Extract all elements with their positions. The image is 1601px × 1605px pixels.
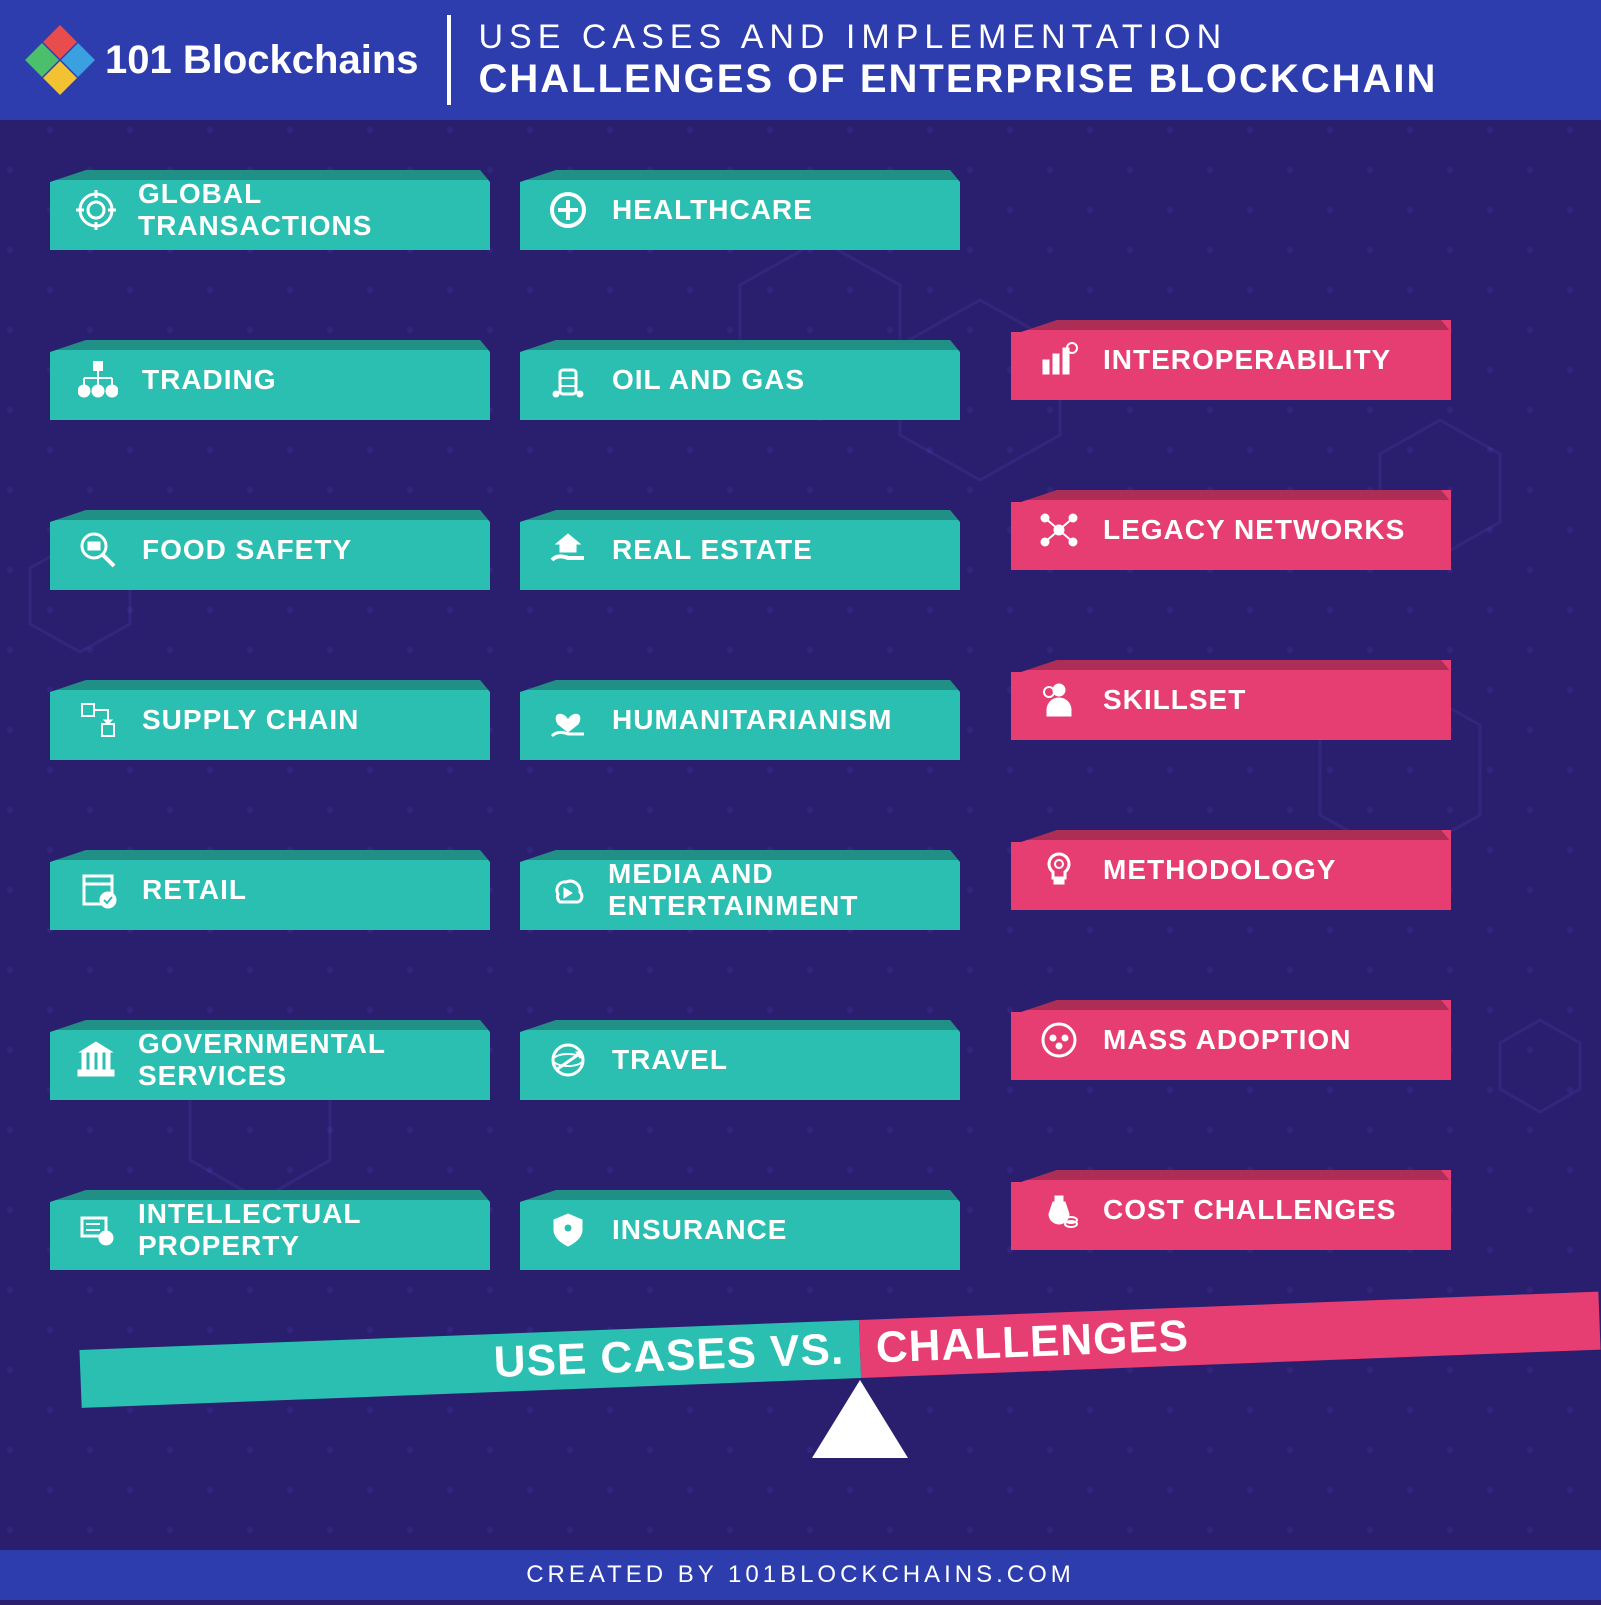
tag-travel: TRAVEL: [520, 1020, 960, 1100]
tag-label: HEALTHCARE: [612, 194, 813, 226]
tag-interoperability: INTEROPERABILITY: [1011, 320, 1451, 400]
tag-label: MASS ADOPTION: [1103, 1024, 1351, 1056]
heart-hand-icon: [546, 698, 590, 742]
tag-label: COST CHALLENGES: [1103, 1194, 1396, 1226]
tag-label: SUPPLY CHAIN: [142, 704, 359, 736]
tag-insurance: INSURANCE: [520, 1190, 960, 1270]
tag-skillset: SKILLSET: [1011, 660, 1451, 740]
balance-beam: USE CASES VS. CHALLENGES: [50, 1280, 1551, 1460]
beam-left-text: USE CASES VS.: [493, 1325, 845, 1388]
beam-left: USE CASES VS.: [79, 1320, 861, 1408]
globe-target-icon: [76, 188, 116, 232]
tag-trading: TRADING: [50, 340, 490, 420]
tag-healthcare: HEALTHCARE: [520, 170, 960, 250]
house-hand-icon: [546, 528, 590, 572]
tag-legacy-networks: LEGACY NETWORKS: [1011, 490, 1451, 570]
header-title: USE CASES AND IMPLEMENTATION CHALLENGES …: [479, 18, 1438, 102]
beam-right: CHALLENGES: [859, 1292, 1601, 1378]
government-building-icon: [76, 1038, 116, 1082]
tag-label: LEGACY NETWORKS: [1103, 514, 1405, 546]
footer-text: CREATED BY 101BLOCKCHAINS.COM: [526, 1561, 1075, 1589]
tag-cost-challenges: COST CHALLENGES: [1011, 1170, 1451, 1250]
fulcrum-triangle-icon: [812, 1380, 908, 1458]
tag-label: OIL AND GAS: [612, 364, 805, 396]
tag-label: REAL ESTATE: [612, 534, 813, 566]
tag-food-safety: FOOD SAFETY: [50, 510, 490, 590]
brand-logo: 101 Blockchains: [30, 30, 419, 90]
certificate-scroll-icon: [76, 1208, 116, 1252]
boxes-flow-icon: [76, 698, 120, 742]
infographic-stage: GLOBAL TRANSACTIONS TRADING FOOD SAFETY SUP…: [0, 120, 1601, 1500]
tag-label: SKILLSET: [1103, 684, 1246, 716]
tag-label: GOVERNMENTAL SERVICES: [138, 1028, 464, 1092]
header-divider: [447, 15, 451, 105]
oil-barrel-icon: [546, 358, 590, 402]
beam-right-text: CHALLENGES: [875, 1311, 1190, 1373]
use-cases-left-column: GLOBAL TRANSACTIONS TRADING FOOD SAFETY SUP…: [50, 170, 490, 1270]
network-mesh-icon: [1037, 508, 1081, 552]
tag-intellectual-property: INTELLECTUAL PROPERTY: [50, 1190, 490, 1270]
tag-label: MEDIA AND ENTERTAINMENT: [608, 858, 934, 922]
header: 101 Blockchains USE CASES AND IMPLEMENTA…: [0, 0, 1601, 120]
lightbulb-gear-icon: [1037, 848, 1081, 892]
crowd-circle-icon: [1037, 1018, 1081, 1062]
globe-plane-icon: [546, 1038, 590, 1082]
cloud-media-icon: [546, 868, 586, 912]
tag-label: RETAIL: [142, 874, 247, 906]
tag-label: INSURANCE: [612, 1214, 787, 1246]
tag-label: TRADING: [142, 364, 277, 396]
plus-circle-icon: [546, 188, 590, 232]
tag-supply-chain: SUPPLY CHAIN: [50, 680, 490, 760]
food-search-icon: [76, 528, 120, 572]
tag-real-estate: REAL ESTATE: [520, 510, 960, 590]
tag-label: TRAVEL: [612, 1044, 728, 1076]
challenges-column: INTEROPERABILITY LEGACY NETWORKS SKILLSET M…: [1011, 320, 1451, 1250]
title-line-1: USE CASES AND IMPLEMENTATION: [479, 18, 1438, 57]
tag-media-and-entertainment: MEDIA AND ENTERTAINMENT: [520, 850, 960, 930]
link-chart-icon: [1037, 338, 1081, 382]
money-bag-coins-icon: [1037, 1188, 1081, 1232]
tag-methodology: METHODOLOGY: [1011, 830, 1451, 910]
tag-label: METHODOLOGY: [1103, 854, 1336, 886]
tag-mass-adoption: MASS ADOPTION: [1011, 1000, 1451, 1080]
tag-label: GLOBAL TRANSACTIONS: [138, 178, 464, 242]
tag-label: FOOD SAFETY: [142, 534, 352, 566]
tag-label: INTEROPERABILITY: [1103, 344, 1391, 376]
tag-humanitarianism: HUMANITARIANISM: [520, 680, 960, 760]
brand-name: 101 Blockchains: [105, 38, 419, 83]
tag-label: HUMANITARIANISM: [612, 704, 892, 736]
hierarchy-dollar-icon: [76, 358, 120, 402]
shop-check-icon: [76, 868, 120, 912]
tag-label: INTELLECTUAL PROPERTY: [138, 1198, 464, 1262]
tag-global-transactions: GLOBAL TRANSACTIONS: [50, 170, 490, 250]
logo-cubes-icon: [30, 30, 90, 90]
footer: CREATED BY 101BLOCKCHAINS.COM: [0, 1550, 1601, 1600]
use-cases-mid-column: HEALTHCARE OIL AND GAS REAL ESTATE HUMANITA…: [520, 170, 960, 1270]
person-gear-icon: [1037, 678, 1081, 722]
tag-governmental-services: GOVERNMENTAL SERVICES: [50, 1020, 490, 1100]
shield-icon: [546, 1208, 590, 1252]
tag-retail: RETAIL: [50, 850, 490, 930]
tag-oil-and-gas: OIL AND GAS: [520, 340, 960, 420]
title-line-2: CHALLENGES OF ENTERPRISE BLOCKCHAIN: [479, 57, 1438, 102]
